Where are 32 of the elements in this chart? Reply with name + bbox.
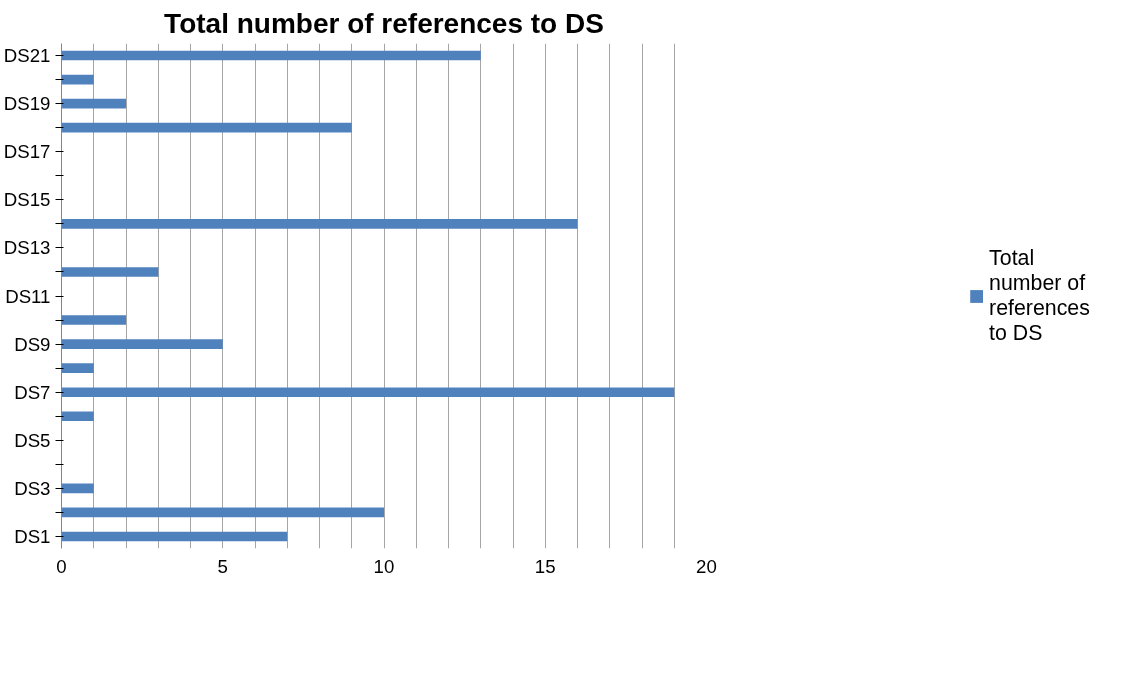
bar	[61, 122, 352, 133]
y-tick-label: DS17	[3, 141, 51, 163]
bar	[61, 219, 578, 229]
bar	[61, 507, 384, 518]
legend-label: Total number of references to DS	[989, 245, 1090, 346]
bar	[61, 50, 481, 61]
bar	[61, 387, 675, 397]
y-tick-label: DS21	[3, 45, 51, 67]
y-tick-label: DS9	[14, 333, 51, 355]
x-tick-label: 5	[217, 555, 228, 577]
bar	[61, 267, 159, 277]
bar	[61, 98, 126, 109]
y-tick-label: DS19	[3, 93, 51, 115]
y-tick-label: DS1	[14, 525, 51, 547]
x-tick-label: 20	[696, 555, 717, 577]
y-tick-label: DS11	[5, 285, 51, 307]
bar	[61, 411, 94, 422]
x-tick-label: 0	[56, 555, 67, 577]
x-tick-label: 15	[534, 555, 556, 577]
bar	[61, 483, 94, 494]
y-tick-label: DS15	[3, 189, 51, 211]
chart-title: Total number of references to DS	[164, 7, 604, 39]
y-tick-label: DS7	[14, 381, 51, 403]
bar	[61, 315, 126, 325]
x-tick-label: 10	[373, 555, 395, 577]
bar	[61, 339, 223, 349]
bar	[61, 363, 94, 373]
y-tick-label: DS13	[3, 237, 51, 259]
y-tick-label: DS5	[14, 429, 51, 451]
bar	[61, 74, 94, 85]
bar	[61, 531, 288, 542]
y-tick-label: DS3	[14, 477, 51, 499]
